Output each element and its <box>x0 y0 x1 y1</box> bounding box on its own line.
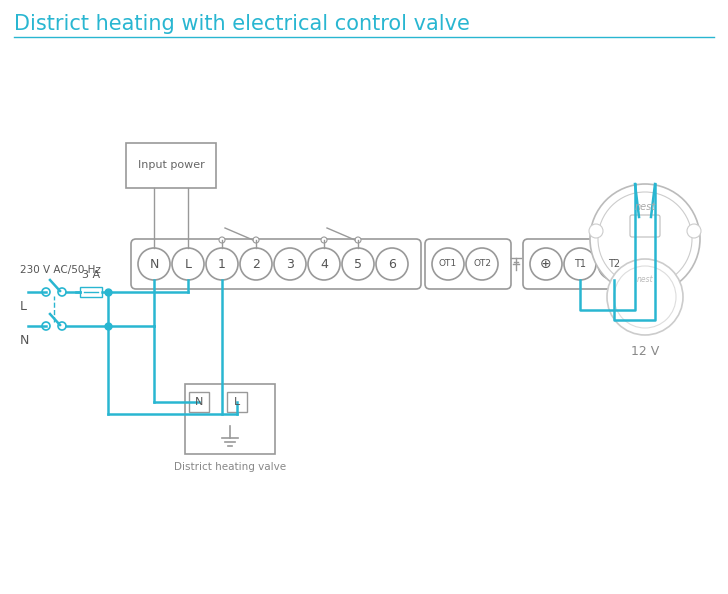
Text: Input power: Input power <box>138 160 205 170</box>
Text: 3: 3 <box>286 258 294 270</box>
FancyBboxPatch shape <box>227 392 247 412</box>
Circle shape <box>58 322 66 330</box>
Text: OT1: OT1 <box>439 260 457 268</box>
FancyBboxPatch shape <box>189 392 209 412</box>
Text: 2: 2 <box>252 258 260 270</box>
FancyBboxPatch shape <box>131 239 421 289</box>
Circle shape <box>240 248 272 280</box>
Circle shape <box>172 248 204 280</box>
Text: L: L <box>234 397 240 407</box>
FancyBboxPatch shape <box>80 287 102 297</box>
Text: District heating with electrical control valve: District heating with electrical control… <box>14 14 470 34</box>
Text: N: N <box>149 258 159 270</box>
Text: L: L <box>20 300 27 313</box>
Circle shape <box>466 248 498 280</box>
Circle shape <box>432 248 464 280</box>
Text: 6: 6 <box>388 258 396 270</box>
Text: T2: T2 <box>608 259 620 269</box>
Circle shape <box>687 224 701 238</box>
Circle shape <box>564 248 596 280</box>
Text: ⊕: ⊕ <box>540 257 552 271</box>
Circle shape <box>58 288 66 296</box>
Text: nest: nest <box>634 202 655 212</box>
Circle shape <box>42 288 50 296</box>
Circle shape <box>253 237 259 243</box>
Circle shape <box>530 248 562 280</box>
FancyBboxPatch shape <box>630 215 660 237</box>
Circle shape <box>206 248 238 280</box>
Circle shape <box>321 237 327 243</box>
Text: nest: nest <box>637 274 653 283</box>
Circle shape <box>607 259 683 335</box>
Text: OT2: OT2 <box>473 260 491 268</box>
FancyBboxPatch shape <box>425 239 511 289</box>
Circle shape <box>598 248 630 280</box>
Circle shape <box>376 248 408 280</box>
Text: 5: 5 <box>354 258 362 270</box>
Text: 12 V: 12 V <box>631 345 659 358</box>
Circle shape <box>138 248 170 280</box>
Circle shape <box>274 248 306 280</box>
Text: 3 A: 3 A <box>82 270 100 280</box>
Text: N: N <box>195 397 203 407</box>
FancyBboxPatch shape <box>523 239 643 289</box>
Circle shape <box>590 184 700 294</box>
Text: N: N <box>20 334 29 347</box>
Text: 4: 4 <box>320 258 328 270</box>
Text: 230 V AC/50 Hz: 230 V AC/50 Hz <box>20 265 101 275</box>
Circle shape <box>42 322 50 330</box>
Text: District heating valve: District heating valve <box>174 462 286 472</box>
Text: L: L <box>184 258 191 270</box>
Circle shape <box>355 237 361 243</box>
Circle shape <box>589 224 603 238</box>
FancyBboxPatch shape <box>126 143 216 188</box>
Circle shape <box>219 237 225 243</box>
Circle shape <box>342 248 374 280</box>
Circle shape <box>308 248 340 280</box>
Text: 1: 1 <box>218 258 226 270</box>
Text: T1: T1 <box>574 259 586 269</box>
FancyBboxPatch shape <box>185 384 275 454</box>
Circle shape <box>598 192 692 286</box>
Circle shape <box>614 266 676 328</box>
